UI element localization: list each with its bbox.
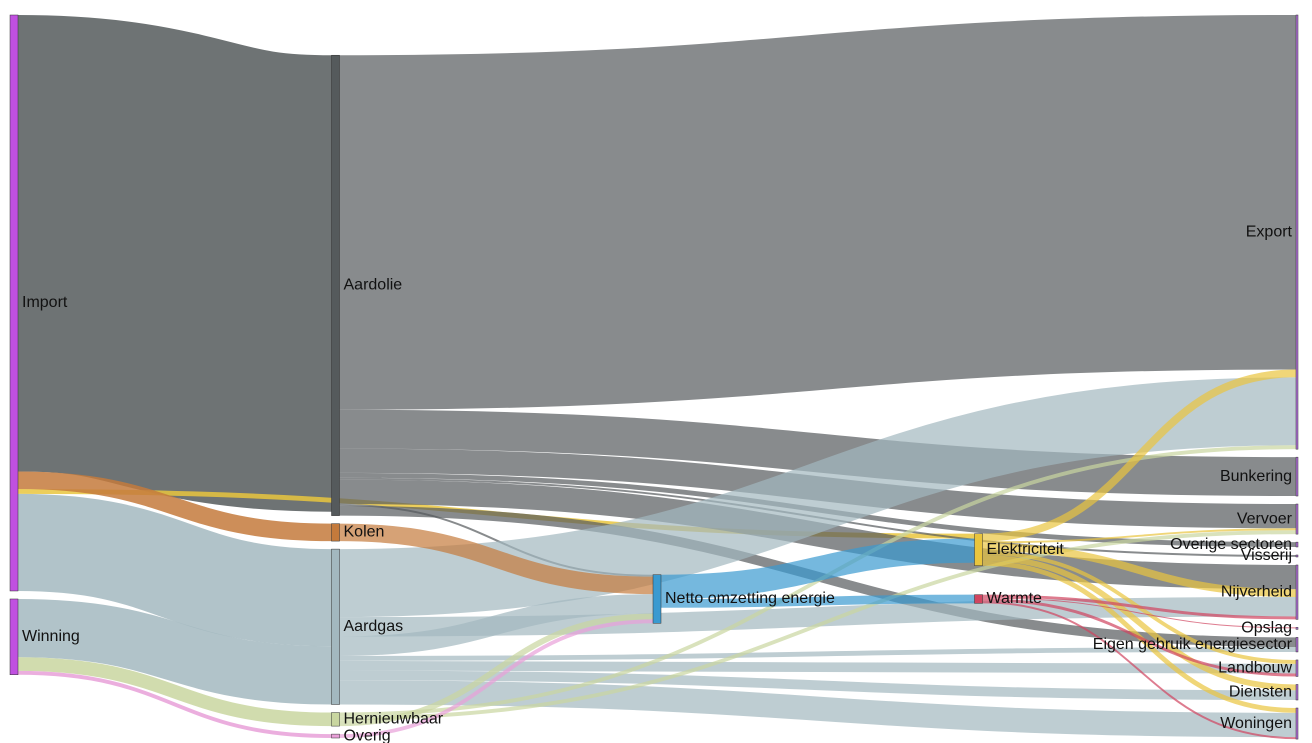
node (1295, 684, 1299, 701)
node (1295, 637, 1299, 653)
flow-link (339, 680, 1297, 738)
node (331, 548, 340, 705)
node (9, 14, 19, 592)
node (974, 594, 983, 604)
node-label: Vervoer (1237, 510, 1293, 527)
node-label: Eigen gebruik energiesector (1093, 636, 1293, 653)
flow-link (17, 471, 332, 542)
flow-link (982, 598, 1297, 677)
flow-link (982, 555, 1297, 691)
flow-link (339, 597, 1297, 637)
flow-link (15, 14, 335, 512)
flow-link (17, 598, 332, 705)
flow-link (339, 619, 654, 738)
node-label: Woningen (1220, 715, 1292, 732)
node (331, 523, 340, 542)
flow-link (339, 479, 1297, 590)
node (331, 712, 340, 727)
node (331, 733, 340, 739)
node-label: Visserij (1241, 547, 1292, 564)
node (1295, 14, 1299, 450)
flow-link (660, 594, 975, 608)
flow-link (982, 543, 1297, 598)
flow-link (982, 369, 1297, 542)
node (1295, 627, 1299, 630)
node-label: Overige sectoren (1170, 536, 1292, 553)
flow-link (17, 670, 332, 738)
node (652, 574, 662, 624)
node-label: Landbouw (1218, 659, 1292, 676)
node-label: Diensten (1229, 683, 1292, 700)
flow-link (339, 530, 1297, 721)
node-label: Overig (344, 727, 391, 743)
flow-link (339, 409, 1297, 497)
nodes (9, 14, 1299, 740)
flow-link (339, 670, 1297, 701)
flow-link (660, 538, 975, 599)
node-label: Nijverheid (1221, 583, 1292, 600)
node-label: Elektriciteit (987, 541, 1065, 558)
flow-link (982, 594, 1297, 620)
links (15, 14, 1297, 740)
node (1295, 503, 1299, 535)
node-label: Export (1246, 223, 1293, 240)
node-label: Import (22, 294, 68, 311)
node (1295, 456, 1299, 497)
flow-link (17, 493, 332, 647)
node-label: Opslag (1241, 620, 1292, 637)
flow-link (339, 523, 654, 595)
node-label: Bunkering (1220, 468, 1292, 485)
node-label: Netto omzetting energie (665, 590, 835, 607)
node (1295, 541, 1299, 548)
flow-link (17, 657, 332, 727)
node (974, 533, 983, 566)
node (331, 54, 340, 516)
node (1295, 707, 1299, 740)
node (1295, 564, 1299, 620)
flow-link (339, 15, 1297, 410)
node-label: Hernieuwbaar (344, 711, 444, 728)
flow-link (982, 597, 1297, 629)
node-label: Warmte (987, 590, 1043, 607)
flow-link (982, 601, 1297, 740)
node-label: Aardgas (344, 618, 404, 635)
flow-link (982, 528, 1297, 544)
node-label: Winning (22, 628, 80, 645)
node-label: Kolen (344, 524, 385, 541)
node-label: Aardolie (344, 277, 403, 294)
labels: Import Winning Aardolie Aardgas Kolen Hernieu… (22, 223, 1293, 743)
node (9, 598, 19, 675)
node (1295, 554, 1299, 558)
node (1295, 659, 1299, 677)
flow-link (339, 660, 1297, 674)
